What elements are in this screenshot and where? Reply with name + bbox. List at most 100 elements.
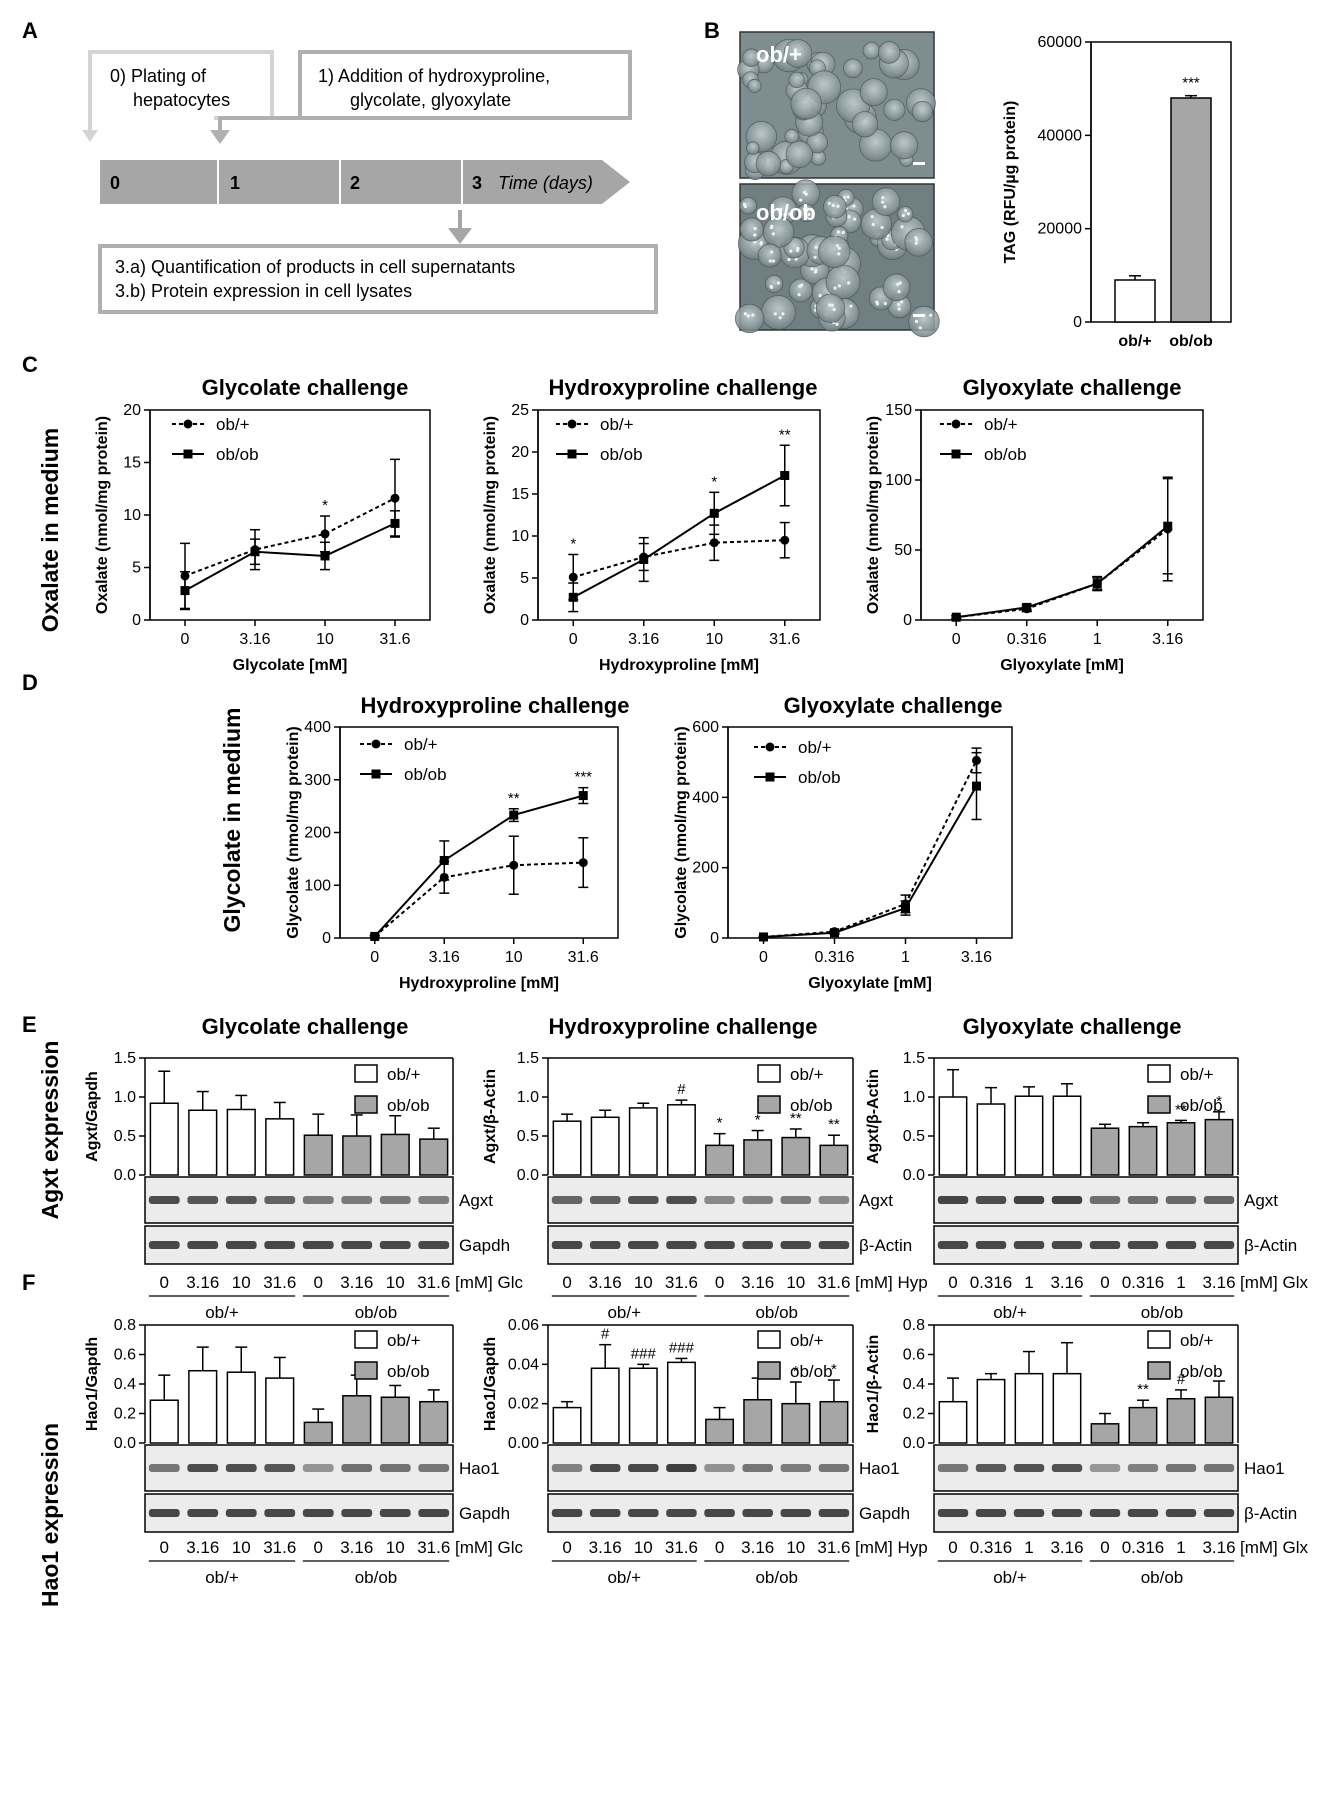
data-point [320,551,330,561]
blot-band [1051,1509,1083,1517]
chart-title: Glyoxylate challenge [784,693,1003,718]
lipid-droplet [768,259,772,263]
bar [938,1096,968,1176]
y-tick-label: 20000 [1038,221,1083,238]
x-tick-label: ob/+ [1118,333,1151,350]
y-tick-label: 0.0 [903,1435,925,1452]
blot-band [264,1464,296,1472]
lane-label: 1 [1024,1538,1033,1557]
lipid-droplet [830,303,834,307]
lane-label: 10 [634,1273,653,1292]
data-point [709,508,719,518]
significance-marker: * [570,535,576,552]
legend-swatch [354,1330,378,1349]
y-tick-label: 0.2 [114,1406,136,1423]
blot-band [1127,1241,1159,1249]
y-tick-label: 0.5 [114,1128,136,1145]
lipid-droplet [788,212,792,216]
y-axis-label: Agxt/Gapdh [84,1071,101,1162]
blot-band [589,1509,621,1517]
cell-shape [890,131,919,160]
lane-label: 31.6 [417,1273,450,1292]
series-line-ob-ob [572,474,786,599]
blot-band [1013,1464,1045,1472]
bar [265,1377,295,1444]
data-point [1092,579,1102,589]
lane-label: 10 [786,1538,805,1557]
lipid-droplet [814,245,818,249]
lipid-droplet [906,212,911,216]
blot-band [1165,1241,1197,1249]
y-tick-label: 60000 [1038,34,1083,51]
y-tick-label: 0.5 [903,1128,925,1145]
blot-band [628,1464,659,1472]
lipid-droplet [918,326,922,330]
lipid-droplet [837,246,841,250]
blot-band [551,1241,583,1249]
chart-e1-agxt-glycolate: 0.0 0.5 1.0 1.5 Agxt/Gapdh Glycolate challeng… [84,1014,523,1322]
legend-marker [567,419,577,429]
bar [1128,1406,1158,1444]
cell-shape [790,87,823,120]
blot-band [148,1241,180,1249]
x-tick-label: 1 [1093,631,1102,648]
lipid-droplet [870,214,874,219]
bar [976,1103,1006,1176]
chart-f1-hao1-glycolate: 0.0 0.2 0.4 0.6 0.8 Hao1/Gapdh ob/+ ob/ob Hao1 Ga… [84,1317,523,1587]
group-label: ob/+ [205,1303,239,1322]
panel-label-e: E [22,1012,37,1037]
series-line-ob-+ [956,528,1169,619]
blot-band [937,1196,969,1204]
cell-shape [908,305,940,338]
blot-band [937,1241,969,1249]
blot-band [780,1509,812,1517]
row-label-c: Oxalate in medium [37,428,63,633]
blot-band [1089,1196,1121,1204]
lane-unit: [mM] Glc [455,1273,523,1292]
lane-label: 0 [314,1538,323,1557]
bar [666,1104,696,1176]
lipid-droplet [779,207,783,211]
lane-label: 3.16 [340,1273,373,1292]
lipid-droplet [897,290,901,294]
lipid-droplet [810,267,814,271]
y-axis-label: TAG (RFU/µg protein) [1002,101,1019,264]
blot-band [1051,1241,1083,1249]
lipid-droplet [852,204,856,208]
legend-label: ob/+ [1180,1065,1214,1084]
cell-shape [783,39,813,68]
significance-marker: # [1177,1371,1186,1388]
lane-label: 3.16 [589,1538,622,1557]
lipid-droplet [759,241,764,245]
legend-label: ob/+ [790,1331,824,1350]
legend-marker [371,769,381,779]
data-point [390,493,400,503]
y-tick-label: 0 [132,612,141,629]
legend-label: ob/ob [1180,1362,1223,1381]
bar [1090,1127,1120,1176]
x-tick-label: 0.316 [814,949,854,966]
legend-marker [567,449,577,459]
bar [149,1399,179,1444]
bar [938,1400,968,1444]
step3-arrow [448,228,472,244]
x-axis-label: Glycolate [mM] [233,657,348,674]
blot-band [704,1196,735,1204]
blot-band [937,1464,969,1472]
bar [188,1109,218,1176]
bar [1204,1396,1234,1444]
lipid-droplet [880,225,884,230]
y-tick-label: 15 [511,486,529,503]
x-tick-label: 3.16 [1152,631,1183,648]
y-tick-label: 5 [520,570,529,587]
legend-marker [951,419,961,429]
blot-band [1089,1509,1121,1517]
blot-band [742,1241,773,1249]
legend-label: ob/+ [1180,1331,1214,1350]
bar [552,1120,582,1176]
panel-b: B ob/+ ob/ob 0 20000 40000 60000 TAG (RFU/µg… [704,18,1232,350]
group-label: ob/ob [755,1568,798,1587]
blot-band [1051,1196,1083,1204]
